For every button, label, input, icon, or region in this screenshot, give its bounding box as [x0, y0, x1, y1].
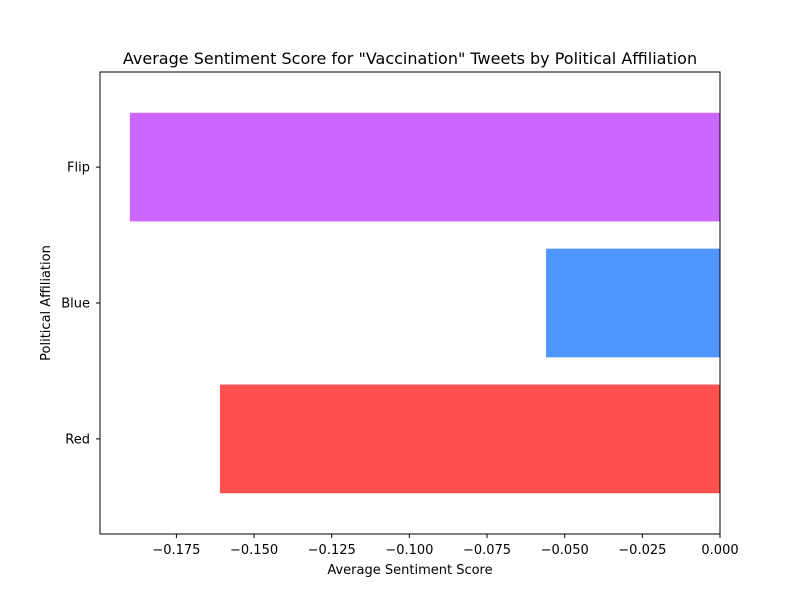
y-axis-label: Political Affiliation: [39, 245, 54, 361]
y-tick-label-blue: Blue: [61, 297, 90, 312]
bar-blue: [546, 248, 720, 358]
x-tick-label: −0.050: [541, 543, 589, 558]
bars-group: [129, 112, 721, 494]
chart-title: Average Sentiment Score for "Vaccination…: [123, 49, 697, 68]
y-tick-label-red: Red: [65, 432, 90, 447]
y-tick-label-flip: Flip: [67, 161, 90, 176]
bar-red: [219, 384, 721, 494]
x-tick-label: −0.175: [152, 543, 200, 558]
plot-frame: [99, 71, 721, 535]
x-tick-label: −0.125: [308, 543, 356, 558]
x-tick-label: −0.025: [618, 543, 666, 558]
bar-flip: [129, 112, 720, 222]
x-tick-label: −0.150: [230, 543, 278, 558]
y-axis-ticks: Red Blue Flip: [61, 161, 100, 447]
x-axis-label: Average Sentiment Score: [327, 563, 492, 578]
x-tick-label: 0.000: [701, 543, 738, 558]
x-axis-ticks: −0.175 −0.150 −0.125 −0.100 −0.075 −0.050 −0.0…: [152, 534, 739, 558]
x-tick-label: −0.100: [385, 543, 433, 558]
x-tick-label: −0.075: [463, 543, 511, 558]
